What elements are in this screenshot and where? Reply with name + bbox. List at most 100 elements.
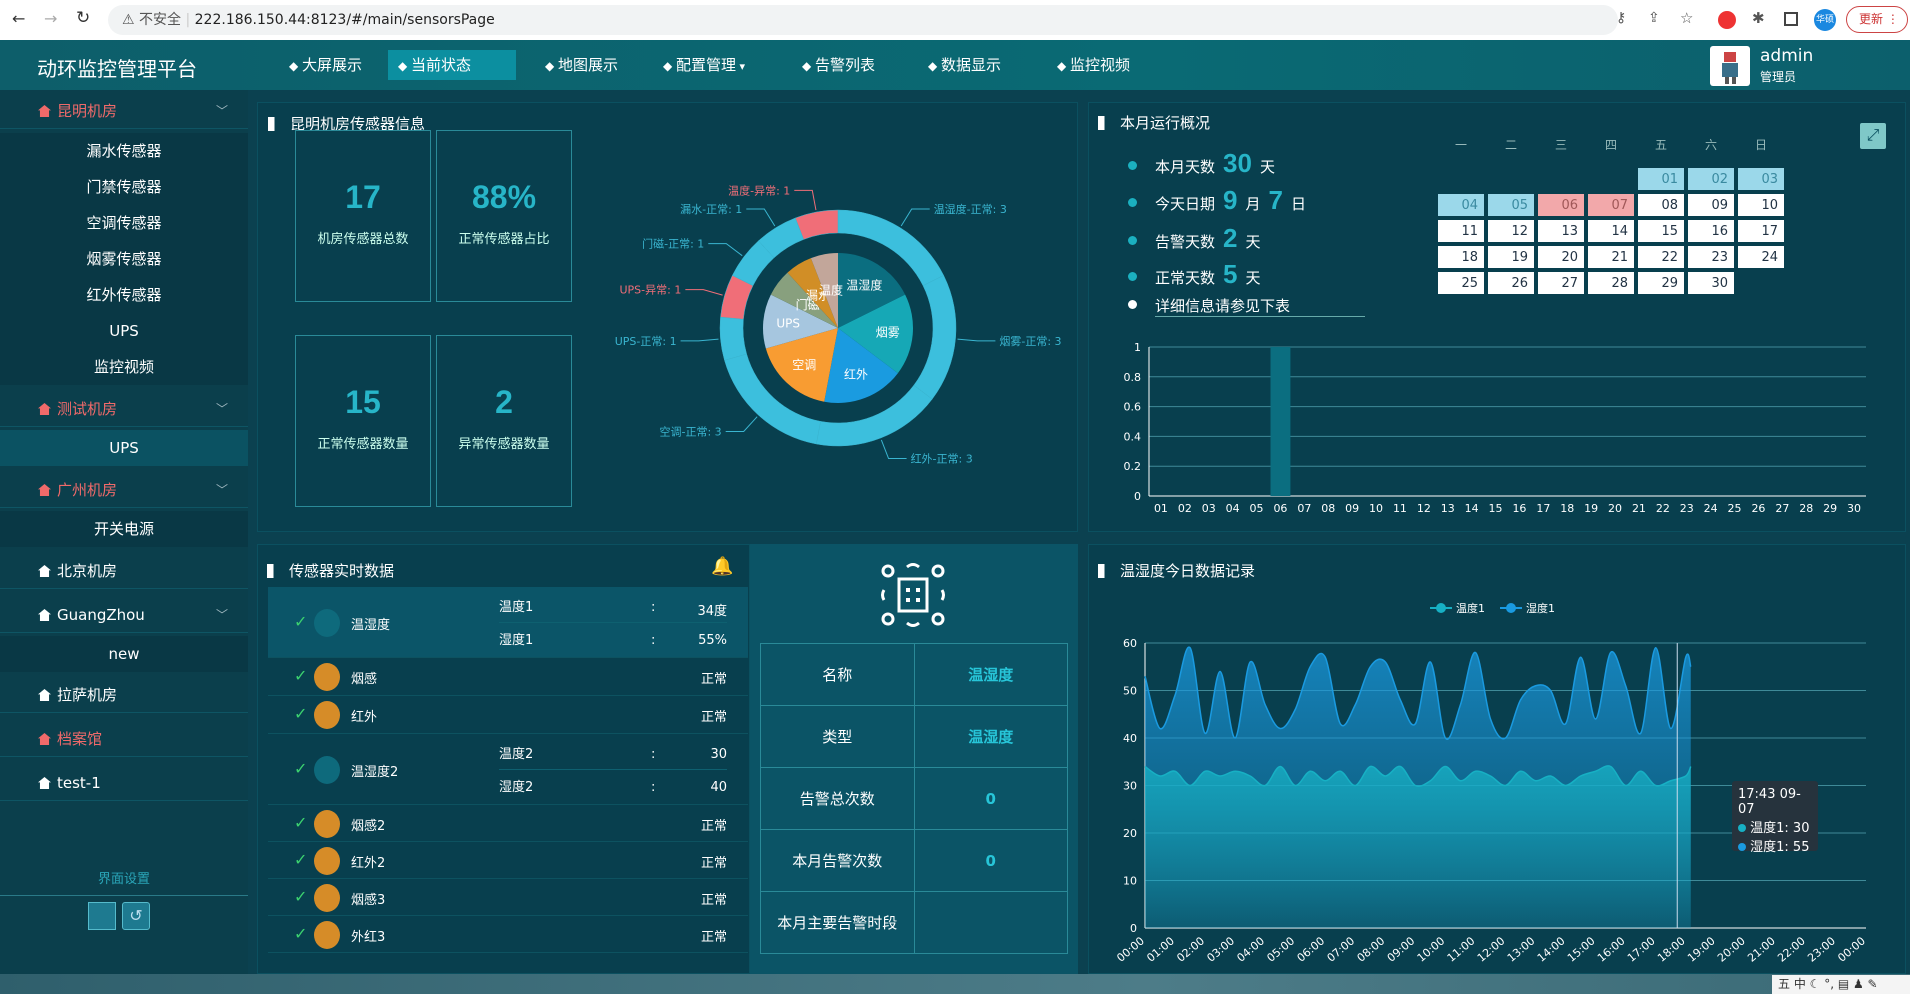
sensor-row[interactable]: ✓ 红外2 正常: [268, 842, 748, 879]
sidebar-item[interactable]: UPS: [0, 313, 248, 349]
sidebar-item[interactable]: 红外传感器: [0, 277, 248, 313]
sidebar-item[interactable]: 空调传感器: [0, 205, 248, 241]
calendar-day[interactable]: 29: [1638, 272, 1684, 294]
chevron-down-icon[interactable]: ﹀: [215, 608, 228, 622]
sensor-row[interactable]: ✓ 烟感 正常: [268, 658, 748, 696]
sensor-row[interactable]: ✓ 红外 正常: [268, 696, 748, 734]
update-button[interactable]: 更新 ⋮: [1846, 6, 1908, 33]
month-stat: 今天日期 9 月 7 日: [1128, 185, 1306, 216]
sidebar-item[interactable]: 档案馆: [0, 721, 248, 757]
sidebar-item[interactable]: 广州机房 ﹀: [0, 472, 248, 508]
legend-label[interactable]: 温度1: [1456, 601, 1485, 615]
map-toggle-icon[interactable]: [88, 902, 116, 930]
sidebar-item[interactable]: GuangZhou ﹀: [0, 597, 248, 633]
sidebar-item[interactable]: 开关电源: [0, 511, 248, 547]
sensor-row[interactable]: ✓ 温湿度 温度1: 34度 湿度1: 55%: [268, 587, 748, 658]
forward-icon[interactable]: →: [44, 9, 58, 28]
address-bar[interactable]: ⚠ 不安全 | 222.186.150.44:8123/#/main/senso…: [108, 5, 1618, 35]
calendar-day[interactable]: 21: [1588, 246, 1634, 268]
share-icon[interactable]: ⇪: [1648, 10, 1660, 26]
fullscreen-icon[interactable]: ⤢: [1860, 123, 1886, 149]
chevron-down-icon[interactable]: ﹀: [215, 483, 228, 497]
sidebar-item[interactable]: 测试机房 ﹀: [0, 391, 248, 427]
calendar-day[interactable]: 20: [1538, 246, 1584, 268]
calendar-day[interactable]: 13: [1538, 220, 1584, 242]
smoke-detector-icon: [314, 883, 340, 912]
legend-marker-icon[interactable]: [1436, 603, 1446, 613]
star-icon[interactable]: ☆: [1680, 9, 1694, 27]
sensor-row[interactable]: ✓ 温湿度2 温度2: 30 湿度2: 40: [268, 734, 748, 805]
calendar-day[interactable]: 14: [1588, 220, 1634, 242]
bottom-strip: [0, 974, 1910, 994]
calendar-day[interactable]: 03: [1738, 168, 1784, 190]
nav-0[interactable]: ◆ 大屏展示: [279, 50, 372, 80]
legend-label[interactable]: 湿度1: [1526, 601, 1555, 615]
calendar-day[interactable]: 06: [1538, 194, 1584, 216]
reload-icon[interactable]: ↻: [76, 8, 91, 28]
settings-label[interactable]: 界面设置: [97, 872, 150, 887]
sidebar-item[interactable]: new: [0, 636, 248, 672]
calendar-day[interactable]: 26: [1488, 272, 1534, 294]
calendar-day[interactable]: 15: [1638, 220, 1684, 242]
sensor-row[interactable]: ✓ 烟感2 正常: [268, 805, 748, 842]
nav-1[interactable]: ◆ 当前状态: [388, 50, 516, 80]
extensions-icon[interactable]: ✱: [1752, 9, 1765, 27]
detail-note[interactable]: 详细信息请参见下表: [1128, 295, 1290, 316]
calendar-day[interactable]: 10: [1738, 194, 1784, 216]
sidebar-item[interactable]: 北京机房: [0, 553, 248, 589]
calendar-day[interactable]: 18: [1438, 246, 1484, 268]
reading-label: 温度1: [499, 600, 534, 615]
sidebar-item[interactable]: 拉萨机房: [0, 677, 248, 713]
calendar-day[interactable]: 12: [1488, 220, 1534, 242]
chevron-down-icon[interactable]: ﹀: [215, 402, 228, 416]
calendar-day[interactable]: 07: [1588, 194, 1634, 216]
sensor-row[interactable]: ✓ 烟感3 正常: [268, 879, 748, 916]
ime-toolbar[interactable]: 五 中 ☾ °, ▤ ♟ ✎: [1772, 975, 1910, 994]
history-icon[interactable]: ↺: [122, 902, 150, 930]
calendar-day[interactable]: 01: [1638, 168, 1684, 190]
chevron-down-icon[interactable]: ﹀: [215, 104, 228, 118]
key-icon[interactable]: ⚷: [1616, 10, 1627, 26]
nav-2[interactable]: ◆ 地图展示: [535, 50, 628, 80]
sidepanel-icon[interactable]: [1784, 12, 1798, 26]
sensor-row[interactable]: ✓ 外红3 正常: [268, 916, 748, 953]
sidebar-item[interactable]: UPS: [0, 430, 248, 466]
sidebar-item[interactable]: 烟雾传感器: [0, 241, 248, 277]
calendar-day[interactable]: 02: [1688, 168, 1734, 190]
calendar-day[interactable]: 27: [1538, 272, 1584, 294]
calendar-day[interactable]: 30: [1688, 272, 1734, 294]
nav-3[interactable]: ◆ 配置管理 ▾: [653, 50, 755, 80]
adblock-icon[interactable]: [1718, 11, 1736, 29]
calendar-day[interactable]: 24: [1738, 246, 1784, 268]
calendar-day[interactable]: 11: [1438, 220, 1484, 242]
calendar-day[interactable]: 25: [1438, 272, 1484, 294]
nav-5[interactable]: ◆ 数据显示: [918, 50, 1011, 80]
user-name[interactable]: admin: [1760, 46, 1814, 66]
back-icon[interactable]: ←: [12, 9, 26, 28]
sidebar-item[interactable]: test-1: [0, 765, 248, 801]
calendar-day[interactable]: 22: [1638, 246, 1684, 268]
sensor-detail-table: 名称 温湿度 类型 温湿度 告警总次数 0 本月告警次数 0 本月主要告警时段: [760, 643, 1068, 954]
sidebar-item[interactable]: 门禁传感器: [0, 169, 248, 205]
panel-title: 传感器实时数据: [267, 560, 394, 581]
y-tick-label: 1: [1134, 341, 1141, 354]
sidebar-item[interactable]: 漏水传感器: [0, 133, 248, 169]
profile-avatar[interactable]: 华硕: [1814, 9, 1836, 31]
nav-4[interactable]: ◆ 告警列表: [792, 50, 885, 80]
sidebar-item[interactable]: 昆明机房 ﹀: [0, 93, 248, 129]
alarm-bell-icon[interactable]: 🔔: [711, 556, 734, 577]
nav-6[interactable]: ◆ 监控视频: [1047, 50, 1140, 80]
calendar-day[interactable]: 04: [1438, 194, 1484, 216]
calendar-day[interactable]: 17: [1738, 220, 1784, 242]
legend-marker-icon[interactable]: [1506, 603, 1516, 613]
avatar[interactable]: [1710, 46, 1750, 86]
calendar-day[interactable]: 19: [1488, 246, 1534, 268]
calendar-day[interactable]: 05: [1488, 194, 1534, 216]
sidebar-item[interactable]: 监控视频: [0, 349, 248, 385]
calendar-day[interactable]: 23: [1688, 246, 1734, 268]
calendar-day[interactable]: 16: [1688, 220, 1734, 242]
calendar-day[interactable]: 09: [1688, 194, 1734, 216]
calendar-day[interactable]: 28: [1588, 272, 1634, 294]
ring-label: 烟雾-正常: 3: [999, 334, 1061, 348]
calendar-day[interactable]: 08: [1638, 194, 1684, 216]
